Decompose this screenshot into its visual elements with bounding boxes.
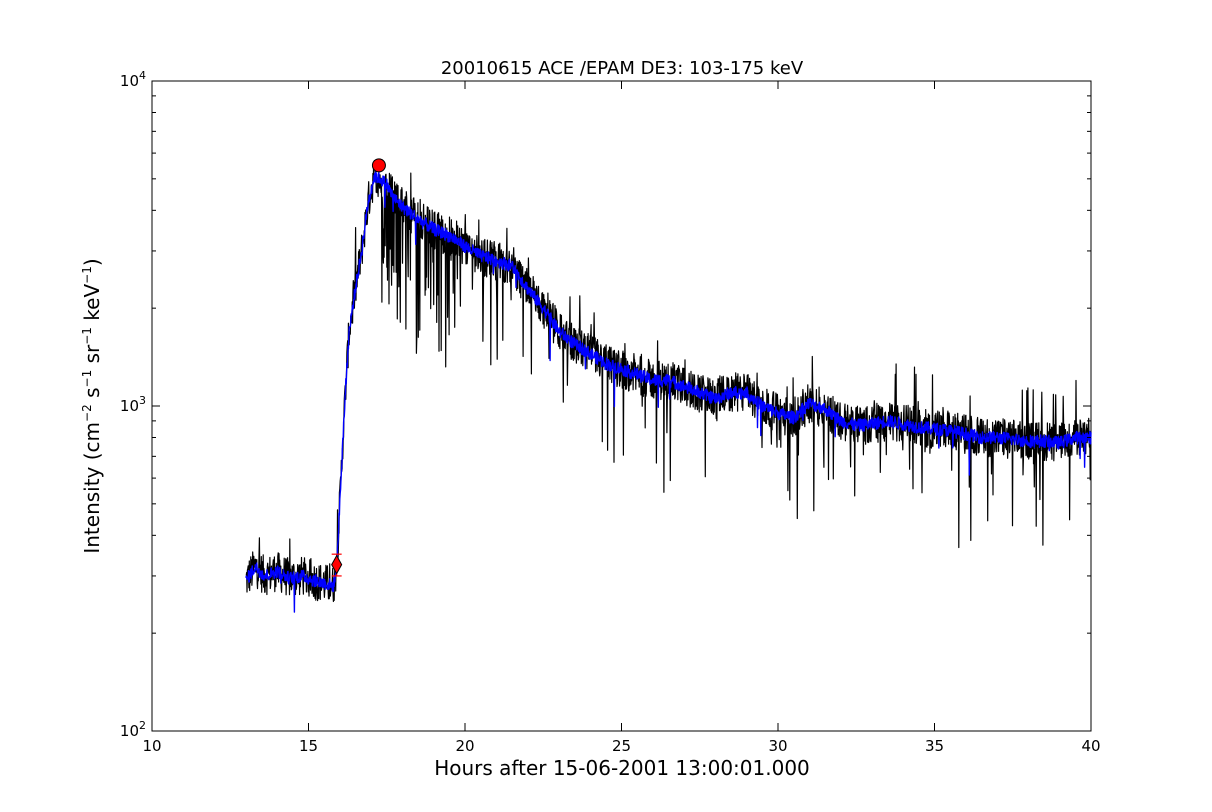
y-axis-label: Intensity (cm−2 s−1 sr−1 keV−1) xyxy=(80,258,104,553)
y-axis-label-text: Intensity (cm xyxy=(80,422,104,554)
y-axis-label-sr: sr xyxy=(80,344,104,370)
y-tick-label: 102 xyxy=(120,719,146,740)
series-line-smoothed xyxy=(245,169,1092,613)
x-tick-label: 40 xyxy=(1081,737,1100,755)
series-line-raw xyxy=(245,160,1092,603)
chart-title: 20010615 ACE /EPAM DE3: 103-175 keV xyxy=(441,58,804,79)
x-tick-label: 30 xyxy=(768,737,787,755)
tick-layer xyxy=(151,81,1092,732)
y-tick-label: 104 xyxy=(120,69,146,90)
x-axis-label: Hours after 15-06-2001 13:00:01.000 xyxy=(434,756,810,780)
series-layer xyxy=(245,160,1092,613)
x-tick-label: 10 xyxy=(142,737,161,755)
marker-layer xyxy=(331,158,386,577)
x-tick-label: 15 xyxy=(299,737,318,755)
y-tick-labels: 102 103 104 xyxy=(120,69,146,740)
y-axis-label-exp2: −1 xyxy=(80,370,94,388)
y-axis-label-exp1: −2 xyxy=(80,404,94,422)
y-axis-label-s: s xyxy=(80,387,104,404)
x-tick-label: 25 xyxy=(612,737,631,755)
y-tick-label: 103 xyxy=(120,394,146,415)
onset-marker-diamond xyxy=(331,554,343,575)
y-axis-label-exp3: −1 xyxy=(80,327,94,345)
x-tick-labels: 10 15 20 25 30 35 40 xyxy=(142,737,1100,755)
plot-area xyxy=(151,80,1092,732)
y-axis-label-exp4: −1 xyxy=(80,266,94,284)
x-tick-label: 20 xyxy=(455,737,474,755)
peak-marker-circle xyxy=(371,158,386,173)
x-tick-label: 35 xyxy=(925,737,944,755)
y-axis-label-kev: keV xyxy=(80,284,104,328)
y-axis-label-close: ) xyxy=(80,258,104,266)
